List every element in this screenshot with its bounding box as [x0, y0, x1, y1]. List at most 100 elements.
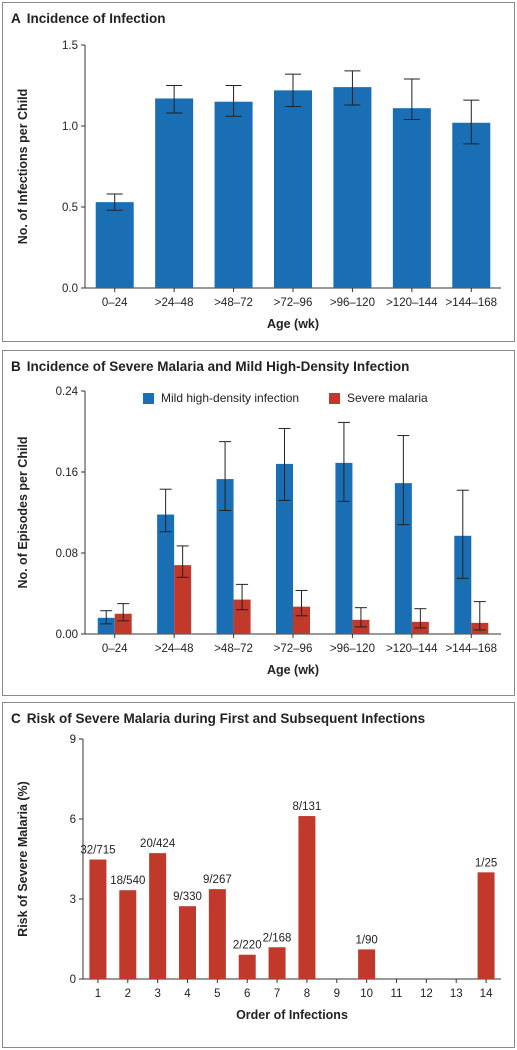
panel-b: B Incidence of Severe Malaria and Mild Hi… [2, 350, 515, 696]
b-x-tick-label: >96–120 [330, 643, 375, 655]
c-x-tick-label: 12 [420, 988, 433, 1000]
legend-label-severe: Severe malaria [347, 391, 428, 405]
c-y-tick-label: 3 [70, 894, 76, 906]
a-y-tick-label: 1.5 [62, 40, 78, 52]
b-y-tick-label: 0.24 [56, 386, 79, 398]
a-bar [452, 122, 491, 288]
b-x-axis-title: Age (wk) [267, 663, 319, 677]
c-x-tick-label: 11 [391, 988, 403, 1000]
c-bar [89, 859, 107, 979]
a-bar [392, 108, 431, 289]
c-bar [268, 947, 286, 979]
a-x-tick-label: >120–144 [386, 297, 438, 309]
panel-c-title: Risk of Severe Malaria during First and … [26, 711, 426, 726]
a-x-tick-label: 0–24 [102, 297, 128, 309]
b-x-tick-label: >24–48 [155, 643, 194, 655]
c-x-tick-label: 10 [360, 988, 373, 1000]
legend-swatch-mild [143, 392, 154, 404]
panel-a-header: A Incidence of Infection [11, 11, 166, 26]
panel-a-title: Incidence of Infection [26, 11, 166, 26]
c-bar [208, 889, 226, 979]
panel-a: A Incidence of Infection 0.0 0.5 1.0 1.5 0–24… [2, 2, 515, 342]
legend-item-mild: Mild high-density infection [143, 391, 299, 405]
b-bar [276, 463, 293, 634]
b-y-tick-label: 0.00 [56, 629, 78, 641]
c-data-label: 2/168 [263, 932, 292, 944]
b-bar [454, 535, 472, 634]
b-bar [216, 479, 234, 634]
c-data-label: 20/424 [140, 838, 176, 850]
b-x-tick-label: 0–24 [102, 643, 128, 655]
b-x-tick-label: >120–144 [386, 643, 438, 655]
c-x-tick-label: 13 [450, 988, 463, 1000]
c-data-label: 9/267 [203, 874, 232, 886]
c-data-label: 32/715 [80, 845, 115, 857]
b-x-tick-label: >48–72 [214, 643, 253, 655]
c-bar [298, 816, 316, 979]
a-bar [333, 87, 372, 289]
b-bar [97, 617, 115, 634]
c-bar [238, 954, 256, 979]
c-bar [358, 949, 376, 979]
c-x-tick-label: 8 [304, 988, 310, 1000]
c-bar [149, 853, 167, 979]
c-y-axis-title: Risk of Severe Malaria (%) [16, 781, 30, 937]
panel-b-letter: B [11, 359, 21, 374]
a-x-axis-title: Age (wk) [267, 317, 319, 331]
c-x-tick-label: 9 [334, 988, 340, 1000]
a-x-tick-label: >144–168 [446, 297, 498, 309]
c-data-label: 1/25 [475, 857, 497, 869]
a-x-tick-label: >24–48 [155, 297, 194, 309]
panel-a-letter: A [11, 11, 21, 26]
c-x-tick-label: 5 [214, 988, 220, 1000]
panel-b-title: Incidence of Severe Malaria and Mild Hig… [26, 359, 410, 374]
a-y-axis-title: No. of Infections per Child [16, 89, 30, 245]
c-x-axis-title: Order of Infections [236, 1008, 348, 1022]
c-x-tick-label: 3 [154, 988, 160, 1000]
legend-item-severe: Severe malaria [329, 391, 428, 405]
a-y-tick-label: 0.5 [62, 202, 78, 214]
b-y-tick-label: 0.16 [56, 467, 78, 479]
b-x-tick-label: >144–168 [446, 643, 498, 655]
c-x-tick-label: 2 [125, 988, 131, 1000]
c-data-label: 8/131 [293, 801, 322, 813]
b-bar [293, 606, 310, 634]
b-bar [174, 565, 192, 634]
panel-c: C Risk of Severe Malaria during First and… [2, 702, 515, 1048]
chart-b: 0.00 0.08 0.16 0.24 0–24 >24–48 >48–72 >72–96 >9… [16, 386, 501, 677]
a-bar [155, 98, 194, 289]
b-x-tick-label: >72–96 [274, 643, 313, 655]
c-x-tick-label: 14 [480, 988, 493, 1000]
b-bar [114, 613, 132, 634]
a-bar [274, 90, 312, 288]
panel-b-header: B Incidence of Severe Malaria and Mild Hi… [11, 359, 409, 374]
b-y-tick-label: 0.08 [56, 548, 78, 560]
c-data-label: 1/90 [355, 934, 377, 946]
c-y-tick-label: 6 [70, 814, 76, 826]
c-y-tick-label: 0 [70, 974, 76, 986]
a-bar [95, 202, 134, 288]
a-x-tick-label: >72–96 [274, 297, 313, 309]
c-data-label: 9/330 [173, 891, 202, 903]
a-bar [214, 101, 253, 288]
c-x-tick-label: 4 [184, 988, 191, 1000]
a-x-tick-label: >96–120 [330, 297, 375, 309]
chart-a: 0.0 0.5 1.0 1.5 0–24 >24–48 >48–72 >72–96 >96–12… [16, 40, 501, 331]
c-x-tick-label: 7 [274, 988, 280, 1000]
c-bar [477, 872, 495, 979]
b-bar [233, 599, 251, 634]
c-y-tick-label: 9 [70, 734, 76, 746]
b-bar [157, 514, 175, 634]
b-y-axis-title: No. of Episodes per Child [16, 436, 30, 588]
c-x-tick-label: 6 [244, 988, 250, 1000]
a-y-tick-label: 0.0 [62, 283, 78, 295]
c-bar [179, 906, 196, 979]
c-data-label: 2/220 [233, 940, 262, 952]
c-bar [119, 890, 137, 979]
b-bar [335, 462, 353, 634]
b-bar [394, 483, 412, 634]
a-y-tick-label: 1.0 [62, 121, 78, 133]
c-x-tick-label: 1 [95, 988, 101, 1000]
legend-label-mild: Mild high-density infection [161, 391, 300, 405]
